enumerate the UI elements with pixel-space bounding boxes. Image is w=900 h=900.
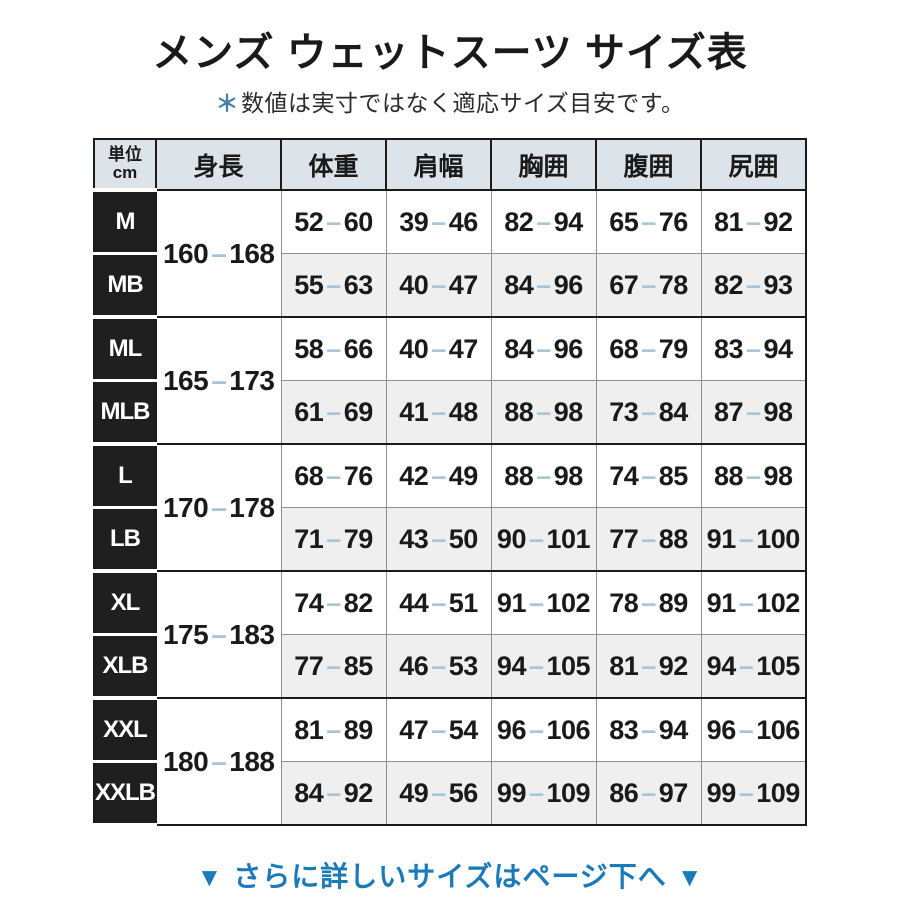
down-arrow-icon: ▼: [676, 862, 704, 892]
value-cell: 96–106: [490, 697, 597, 762]
value-cell: 86–97: [595, 761, 702, 826]
value-cell: 65–76: [595, 189, 702, 254]
table-row: L 170–178 68–76 42–49 88–98 74–85 88–98: [93, 442, 807, 571]
size-cell: XL: [93, 569, 157, 636]
value-cell: 84–96: [490, 253, 597, 318]
value-cell: 68–76: [280, 443, 387, 508]
value-cell: 58–66: [280, 316, 387, 381]
value-cell: 81–89: [280, 697, 387, 762]
value-cell: 84–92: [280, 761, 387, 826]
size-cell: XXL: [93, 696, 157, 763]
table-row: MLB 61–69 41–48 88–98 73–84 87–98: [93, 379, 807, 446]
height-cell: 165–173: [155, 316, 282, 444]
note-asterisk-icon: ＊: [215, 90, 239, 116]
value-cell: 39–46: [385, 189, 492, 254]
value-cell: 77–85: [280, 634, 387, 699]
value-cell: 67–78: [595, 253, 702, 318]
value-cell: 68–79: [595, 316, 702, 381]
column-header-shoulder: 肩幅: [385, 138, 492, 191]
value-cell: 99–109: [700, 761, 807, 826]
value-cell: 47–54: [385, 697, 492, 762]
column-header-height: 身長: [155, 138, 282, 191]
footer: ▼ さらに詳しいサイズはページ下へ ▼: [0, 855, 900, 900]
down-arrow-icon: ▼: [196, 862, 224, 892]
value-cell: 81–92: [700, 189, 807, 254]
table-row: M 160–168 52–60 39–46 82–94 65–76 81–92: [93, 188, 807, 317]
size-cell: L: [93, 442, 157, 509]
value-cell: 94–105: [490, 634, 597, 699]
table-row: XL 175–183 74–82 44–51 91–102 78–89 91–1…: [93, 569, 807, 698]
value-cell: 73–84: [595, 380, 702, 445]
footer-link[interactable]: ▼ さらに詳しいサイズはページ下へ ▼: [170, 855, 729, 900]
value-cell: 41–48: [385, 380, 492, 445]
height-cell: 170–178: [155, 443, 282, 571]
value-cell: 91–102: [490, 570, 597, 635]
table-row: XXLB 84–92 49–56 99–109 86–97 99–109: [93, 760, 807, 827]
unit-label-bottom: cm: [112, 163, 138, 182]
value-cell: 43–50: [385, 507, 492, 572]
footer-label: さらに詳しいサイズはページ下へ: [233, 861, 667, 892]
value-cell: 81–92: [595, 634, 702, 699]
size-cell: MB: [93, 252, 157, 319]
value-cell: 88–98: [490, 443, 597, 508]
value-cell: 88–98: [490, 380, 597, 445]
value-cell: 84–96: [490, 316, 597, 381]
value-cell: 91–102: [700, 570, 807, 635]
column-header-waist: 腹囲: [595, 138, 702, 191]
value-cell: 74–82: [280, 570, 387, 635]
value-cell: 96–106: [700, 697, 807, 762]
value-cell: 77–88: [595, 507, 702, 572]
value-cell: 49–56: [385, 761, 492, 826]
value-cell: 44–51: [385, 570, 492, 635]
value-cell: 78–89: [595, 570, 702, 635]
column-header-weight: 体重: [280, 138, 387, 191]
table-header-row: 単位 cm 身長 体重 肩幅 胸囲 腹囲 尻囲: [93, 138, 807, 191]
table-row: ML 165–173 58–66 40–47 84–96 68–79 83–94: [93, 315, 807, 444]
value-cell: 40–47: [385, 253, 492, 318]
value-cell: 71–79: [280, 507, 387, 572]
size-table: 単位 cm 身長 体重 肩幅 胸囲 腹囲 尻囲 M 160–168 52–60 …: [93, 138, 807, 827]
value-cell: 83–94: [595, 697, 702, 762]
unit-header-cell: 単位 cm: [93, 138, 157, 191]
height-cell: 160–168: [155, 189, 282, 317]
value-cell: 74–85: [595, 443, 702, 508]
value-cell: 52–60: [280, 189, 387, 254]
value-cell: 99–109: [490, 761, 597, 826]
size-cell: XXLB: [93, 760, 157, 827]
table-row: MB 55–63 40–47 84–96 67–78 82–93: [93, 252, 807, 319]
size-cell: M: [93, 188, 157, 255]
value-cell: 61–69: [280, 380, 387, 445]
column-header-chest: 胸囲: [490, 138, 597, 191]
value-cell: 42–49: [385, 443, 492, 508]
size-cell: LB: [93, 506, 157, 573]
value-cell: 83–94: [700, 316, 807, 381]
column-header-hip: 尻囲: [700, 138, 807, 191]
value-cell: 87–98: [700, 380, 807, 445]
value-cell: 94–105: [700, 634, 807, 699]
value-cell: 40–47: [385, 316, 492, 381]
height-cell: 175–183: [155, 570, 282, 698]
note-text: 数値は実寸ではなく適応サイズ目安です。: [240, 90, 685, 116]
value-cell: 91–100: [700, 507, 807, 572]
value-cell: 82–94: [490, 189, 597, 254]
table-row: XLB 77–85 46–53 94–105 81–92 94–105: [93, 633, 807, 700]
value-cell: 90–101: [490, 507, 597, 572]
table-row: LB 71–79 43–50 90–101 77–88 91–100: [93, 506, 807, 573]
page-title: メンズ ウェットスーツ サイズ表: [152, 31, 748, 75]
size-cell: MLB: [93, 379, 157, 446]
table-row: XXL 180–188 81–89 47–54 96–106 83–94 96–…: [93, 696, 807, 825]
value-cell: 88–98: [700, 443, 807, 508]
value-cell: 82–93: [700, 253, 807, 318]
size-cell: XLB: [93, 633, 157, 700]
size-cell: ML: [93, 315, 157, 382]
value-cell: 55–63: [280, 253, 387, 318]
page-note: ＊数値は実寸ではなく適応サイズ目安です。: [0, 84, 900, 118]
unit-label-top: 単位: [108, 145, 142, 165]
height-cell: 180–188: [155, 697, 282, 825]
value-cell: 46–53: [385, 634, 492, 699]
